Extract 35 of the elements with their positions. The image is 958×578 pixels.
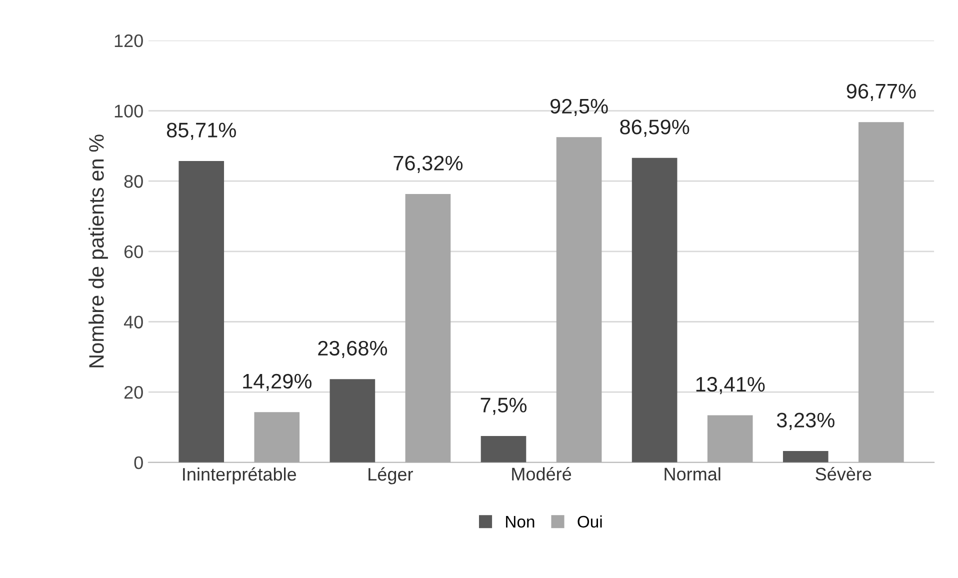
data-label: 86,59% [620,120,690,137]
data-label: 76,32% [394,156,463,173]
y-tick-label: 80 [124,175,143,188]
data-label: 13,41% [696,376,765,394]
bar [330,379,376,462]
y-tick-label: 40 [124,316,143,328]
bar [405,194,451,462]
data-label: 96,77% [846,84,916,102]
bar [254,412,300,462]
data-label: 3,23% [776,412,834,430]
x-tick-label: Sévère [816,467,872,481]
x-tick-label: Léger [368,467,413,484]
data-label: 14,29% [243,374,312,392]
y-tick-label: 0 [134,456,143,470]
y-tick-label: 60 [124,245,143,258]
y-tick-label: 20 [124,386,143,399]
data-label: 23,68% [318,340,388,358]
bar [178,161,224,462]
y-tick-label: 120 [114,34,143,48]
bar [858,122,904,462]
data-label: 85,71% [166,122,236,140]
bar [707,415,753,462]
x-tick-label: Modéré [512,467,572,481]
legend-label: Oui [578,515,602,528]
data-label: 7,5% [480,398,527,415]
x-tick-label: Ininterprétable [183,467,296,484]
legend-label: Non [506,516,534,528]
y-tick-label: 100 [114,104,143,118]
bar [556,137,602,462]
y-axis-title: Nombre de patients en % [88,134,108,368]
data-label: 92,5% [550,98,608,116]
bar [782,451,828,462]
bar [632,158,678,462]
bar [480,436,526,462]
x-tick-label: Normal [664,467,720,481]
